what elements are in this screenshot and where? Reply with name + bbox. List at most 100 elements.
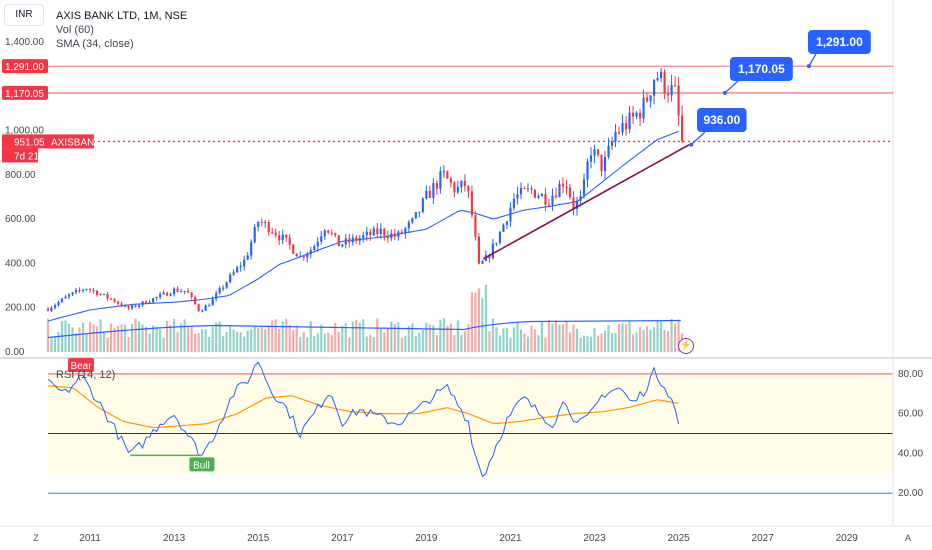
price-tick-label: 600.00 xyxy=(5,214,36,225)
callout-pointer xyxy=(724,80,739,94)
candle-body xyxy=(201,310,204,312)
volume-bar xyxy=(663,329,666,352)
timezone-button[interactable]: Z xyxy=(33,533,39,543)
volume-bar xyxy=(120,324,123,352)
volume-bar xyxy=(285,318,288,352)
candle-body xyxy=(439,171,442,189)
candle-body xyxy=(95,290,99,296)
candle-body xyxy=(285,234,288,238)
candle-body xyxy=(652,80,656,96)
volume-bar xyxy=(113,327,116,352)
time-tick-label: 2015 xyxy=(247,533,270,544)
volume-bar xyxy=(148,333,151,352)
callout-pointer xyxy=(808,53,817,67)
candle-body xyxy=(85,289,88,291)
candle-body xyxy=(148,302,151,304)
lightning-icon[interactable]: ⚡ xyxy=(678,338,694,354)
candle-body xyxy=(372,228,375,236)
last-price-tag-box xyxy=(2,134,94,149)
candle-body xyxy=(677,85,680,116)
volume-bar xyxy=(180,323,183,352)
candle-body xyxy=(309,250,312,255)
candle-body xyxy=(46,308,50,311)
volume-bar xyxy=(246,330,249,352)
volume-bar xyxy=(649,329,652,352)
volume-bar xyxy=(537,335,540,352)
callout-box xyxy=(808,30,871,54)
volume-bar xyxy=(74,333,78,352)
candle-body xyxy=(407,222,410,229)
candle-body xyxy=(649,95,652,102)
candle-body xyxy=(274,232,277,236)
candle-body xyxy=(236,267,239,273)
callout-anchor xyxy=(722,90,727,95)
candle-body xyxy=(617,132,621,134)
candle-body xyxy=(123,305,127,307)
time-tick-label: 2029 xyxy=(836,533,859,544)
rsi-line xyxy=(47,361,680,478)
auto-scale-button[interactable]: A xyxy=(904,533,911,543)
volume-bar xyxy=(400,337,403,352)
volume-bar xyxy=(320,324,323,352)
rsi-tick-label: 20.00 xyxy=(898,488,923,499)
candle-body xyxy=(260,221,263,223)
callout-label: 936.00 xyxy=(703,113,740,127)
volume-bar xyxy=(554,320,558,352)
volume-bar xyxy=(299,336,302,352)
callout-box xyxy=(730,57,793,81)
volume-bar xyxy=(481,298,484,352)
volume-bar xyxy=(183,319,186,352)
currency-selector[interactable]: INR xyxy=(4,4,44,26)
candle-body xyxy=(400,231,403,234)
price-tick-label: 1,400.00 xyxy=(5,37,44,48)
candle-body xyxy=(572,197,575,210)
candle-body xyxy=(621,123,624,133)
volume-bar xyxy=(116,325,120,352)
volume-bar xyxy=(57,331,60,352)
candle-body xyxy=(288,237,291,245)
candle-body xyxy=(320,236,323,242)
candle-body xyxy=(81,289,85,291)
volume-bar xyxy=(600,333,603,352)
volume-bar xyxy=(460,334,463,352)
volume-bar xyxy=(575,328,579,352)
candle-body xyxy=(453,182,456,193)
candle-body xyxy=(334,233,337,236)
candle-body xyxy=(519,187,523,195)
time-tick-label: 2021 xyxy=(499,533,522,544)
volume-bar xyxy=(645,326,649,352)
candle-body xyxy=(474,215,477,237)
candle-body xyxy=(642,97,645,119)
volume-bar xyxy=(123,324,127,352)
candle-body xyxy=(316,241,319,247)
price-tick-label: 200.00 xyxy=(5,303,36,314)
candle-body xyxy=(306,254,309,258)
candle-body xyxy=(180,291,183,293)
rsi-legend: RSI (14, 12) xyxy=(56,369,115,381)
volume-bar xyxy=(274,319,277,352)
candle-body xyxy=(600,154,603,172)
candle-body xyxy=(397,231,400,237)
last-price-symbol: AXISBANK xyxy=(51,137,101,148)
volume-bar xyxy=(187,326,190,352)
bull-label-box xyxy=(189,457,215,472)
candle-body xyxy=(530,188,533,190)
volume-bar xyxy=(232,329,235,352)
candle-body xyxy=(187,290,190,293)
price-tag-1170-box xyxy=(2,85,48,100)
candle-body xyxy=(526,188,530,190)
volume-bar xyxy=(204,329,207,352)
volume-bar xyxy=(134,318,137,352)
candle-body xyxy=(116,301,120,304)
candle-body xyxy=(57,301,60,306)
candle-body xyxy=(348,238,351,243)
candle-body xyxy=(152,298,155,303)
candle-body xyxy=(624,123,628,130)
candle-body xyxy=(92,290,95,292)
volume-bar xyxy=(323,333,326,352)
volume-bar xyxy=(547,319,551,352)
candle-body xyxy=(215,293,218,299)
volume-bar xyxy=(586,336,589,352)
candle-body xyxy=(386,235,389,239)
